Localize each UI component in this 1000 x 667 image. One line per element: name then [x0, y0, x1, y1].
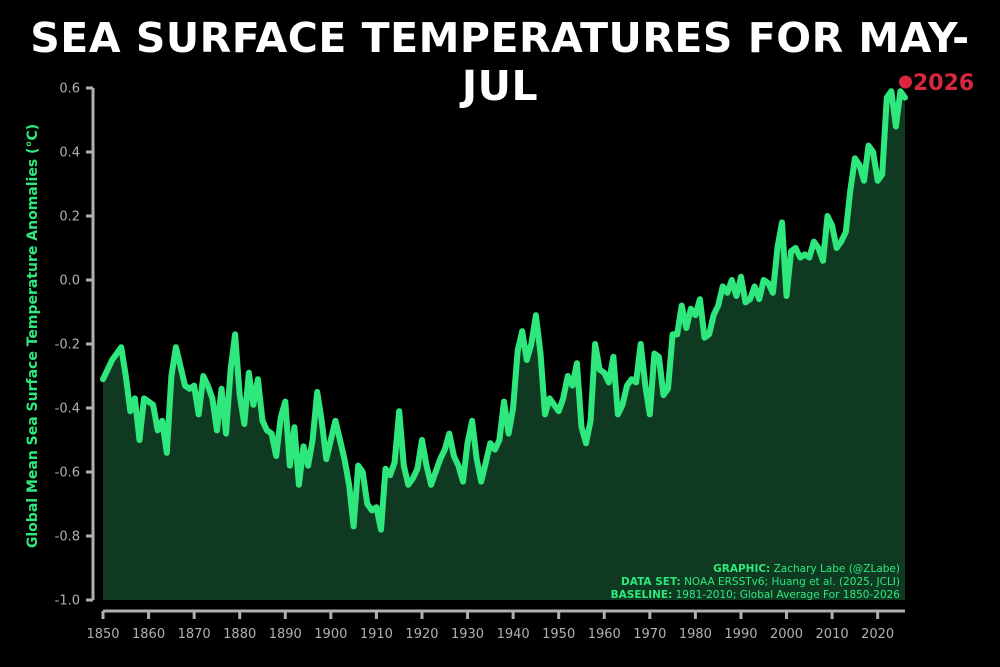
credit-key: GRAPHIC:	[713, 563, 770, 575]
credit-line: GRAPHIC: Zachary Labe (@ZLabe)	[713, 563, 900, 575]
credit-key: BASELINE:	[611, 589, 673, 601]
y-axis: -1.0 -0.8 -0.6 -0.4 -0.2 0.0 0.2 0.4 0.6	[55, 82, 95, 609]
credit-value: Zachary Labe (@ZLabe)	[770, 563, 900, 575]
credit-line: BASELINE: 1981-2010; Global Average For …	[611, 589, 901, 601]
y-tick-label: -1.0	[55, 594, 80, 609]
x-tick-label: 1890	[269, 627, 302, 642]
y-tick-label: 0.0	[59, 274, 80, 289]
y-tick-label: 0.2	[59, 210, 80, 225]
latest-year-label: 2026	[913, 71, 974, 96]
y-axis-label-group: Global Mean Sea Surface Temperature Anom…	[25, 124, 41, 548]
y-tick-label: -0.4	[55, 402, 80, 417]
x-tick-label: 2020	[861, 627, 894, 642]
x-tick-label: 1980	[679, 627, 712, 642]
x-tick-label: 1940	[497, 627, 530, 642]
x-tick-label: 1880	[223, 627, 256, 642]
x-tick-label: 1900	[314, 627, 347, 642]
x-tick-label: 1990	[724, 627, 757, 642]
x-tick-label: 2010	[816, 627, 849, 642]
x-tick-label: 1930	[451, 627, 484, 642]
x-axis: 1850 1860 1870 1880 1890 1900 1910 1920 1930 1940…	[86, 609, 905, 642]
credits-block: GRAPHIC: Zachary Labe (@ZLabe)DATA SET: …	[611, 563, 901, 601]
y-tick-label: -0.6	[55, 466, 80, 481]
latest-year-marker	[899, 75, 912, 89]
credit-value: 1981-2010; Global Average For 1850-2026	[672, 589, 900, 601]
x-tick-label: 2000	[770, 627, 803, 642]
x-tick-label: 1920	[405, 627, 438, 642]
chart-title: SEA SURFACE TEMPERATURES FOR MAY-JUL	[30, 14, 970, 110]
y-tick-label: -0.8	[55, 530, 80, 545]
credit-value: NOAA ERSSTv6; Huang et al. (2025, JCLI)	[681, 576, 900, 588]
anomaly-area-fill	[103, 91, 905, 600]
anomaly-series-line	[100, 88, 908, 533]
x-tick-label: 1870	[178, 627, 211, 642]
credit-key: DATA SET:	[621, 576, 681, 588]
y-tick-label: -0.2	[55, 338, 80, 353]
y-tick-label: 0.4	[59, 146, 80, 161]
x-tick-label: 1950	[542, 627, 575, 642]
x-tick-label: 1860	[132, 627, 165, 642]
x-tick-label: 1970	[633, 627, 666, 642]
x-tick-label: 1850	[86, 627, 119, 642]
x-tick-label: 1960	[588, 627, 621, 642]
y-tick-label: 0.6	[59, 82, 80, 97]
y-axis-label: Global Mean Sea Surface Temperature Anom…	[25, 124, 41, 548]
credit-line: DATA SET: NOAA ERSSTv6; Huang et al. (20…	[621, 576, 900, 588]
x-tick-label: 1910	[360, 627, 393, 642]
